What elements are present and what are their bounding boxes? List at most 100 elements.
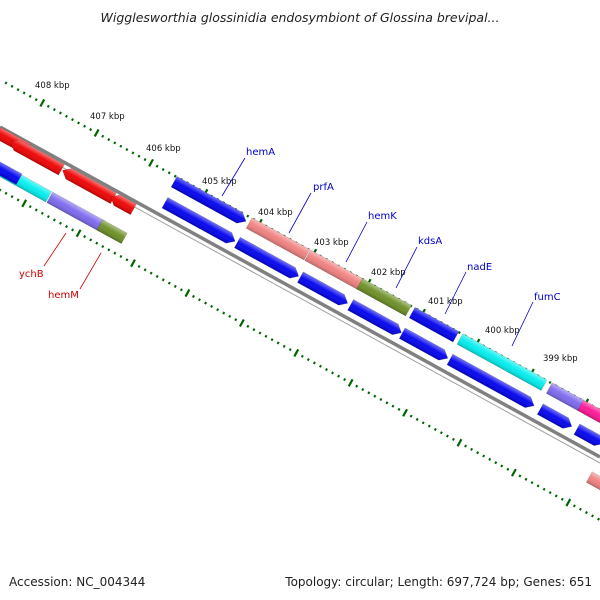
gene-hemK [304,249,364,290]
outer-ruler-tick [83,124,87,128]
inner-ruler-tick [179,288,183,292]
inner-ruler-tick [293,348,300,357]
leader-kdsA [395,246,418,289]
inner-ruler-tick [21,199,28,208]
outer-ruler-tick [93,128,100,137]
leader-hemK [345,221,368,263]
gene-label-leaders [221,157,534,347]
outer-ruler-tick [155,164,159,168]
inner-ruler-tick [252,328,256,332]
inner-ruler-tick [95,241,99,245]
inner-ruler-tick [216,308,220,312]
outer-ruler-tick [39,98,46,108]
gene-magenta [577,399,600,424]
gene-red-b [10,139,65,176]
inner-ruler-tick [264,334,268,338]
gene-kdsA [356,278,412,317]
outer-ruler-tick [173,174,177,178]
outer-ruler-tick [71,118,74,122]
inner-ruler-tick [554,494,558,498]
inner-ruler-tick [415,417,419,421]
inner-ruler-tick [52,218,56,222]
inner-ruler-tick [409,414,413,418]
gene-label-hemA: hemA [246,147,275,158]
outer-ruler-tick [113,141,117,145]
inner-ruler-tick [34,208,38,212]
outer-ruler-tick [143,158,147,162]
outer-ruler-tick [4,81,8,85]
inner-ruler-tick [276,341,280,345]
gene-label-fumC: fumC [534,292,561,303]
inner-ruler-tick [210,304,214,308]
inner-ruler-tick [4,191,8,195]
inner-ruler-tick [470,447,474,451]
ruler-label-402: 402 kbp [371,268,406,278]
inner-ruler-tick [451,437,455,441]
inner-ruler-tick [488,457,492,461]
gene-prfA [245,217,311,261]
inner-ruler-tick [391,404,395,408]
ruler-label-403: 403 kbp [314,238,349,248]
inner-ruler-tick [402,408,408,417]
inner-ruler-tick [456,438,463,447]
gene-red-c [62,168,117,205]
inner-ruler-tick [228,314,232,318]
inner-ruler-tick [500,464,504,468]
inner-ruler-tick [536,484,540,488]
leader-hemM [79,252,102,290]
ruler-label-401: 401 kbp [428,297,463,307]
gene-fwd-inner-4 [347,299,402,335]
inner-ruler-tick [337,374,341,378]
inner-ruler-tick [325,368,328,372]
ruler-label-408: 408 kbp [35,81,70,91]
inner-ruler-tick [343,378,347,382]
inner-ruler-tick [530,481,534,485]
ruler-label-405: 405 kbp [202,177,237,187]
inner-ruler-tick [511,468,517,477]
inner-ruler-tick [445,434,449,438]
inner-ruler-tick [192,294,195,298]
gene-ychB [46,191,106,232]
inner-ruler-tick [155,274,159,278]
inner-ruler-tick [167,281,171,285]
inner-ruler-tick [28,205,32,209]
outer-ruler-tick [161,167,165,172]
gene-hemM [96,219,128,245]
outer-ruler-tick [10,84,14,88]
gene-fwd-inner-7 [536,403,573,429]
ruler-label-399: 399 kbp [543,354,578,364]
outer-ruler-tick [64,114,68,118]
inner-ruler-tick [101,244,105,249]
inner-ruler-tick [427,424,431,428]
map-title: Wigglesworthia glossinidia endosymbiont … [101,10,500,25]
leader-nadE [444,271,467,315]
gene-fwd-inner-8 [573,423,600,446]
gene-label-prfA: prfA [313,182,334,193]
inner-ruler-tick [397,407,401,411]
outer-ruler-tick [548,380,552,385]
outer-ruler-tick [46,104,50,108]
inner-ruler-tick [494,461,498,465]
inner-ruler-tick [137,264,141,269]
outer-ruler-tick [16,88,20,92]
inner-ruler-tick [10,195,14,199]
gene-hemA [170,176,247,224]
inner-ruler-tick [288,348,292,352]
inner-ruler-tick [130,259,136,268]
inner-ruler-tick [0,188,2,192]
reverse-strand [0,157,600,493]
inner-ruler-tick [300,354,304,358]
inner-ruler-tick [367,391,371,395]
outer-ruler-tick [107,138,111,142]
inner-ruler-tick [560,497,564,501]
ruler-label-400: 400 kbp [485,326,520,336]
inner-ruler-tick [476,451,480,455]
ruler-label-406: 406 kbp [146,144,181,154]
inner-ruler-tick [173,284,177,288]
inner-ruler-tick [439,431,443,435]
inner-ruler-tick [71,228,75,232]
inner-ruler-tick [318,364,322,368]
inner-ruler-tick [83,235,87,239]
gene-red-d [110,194,137,216]
